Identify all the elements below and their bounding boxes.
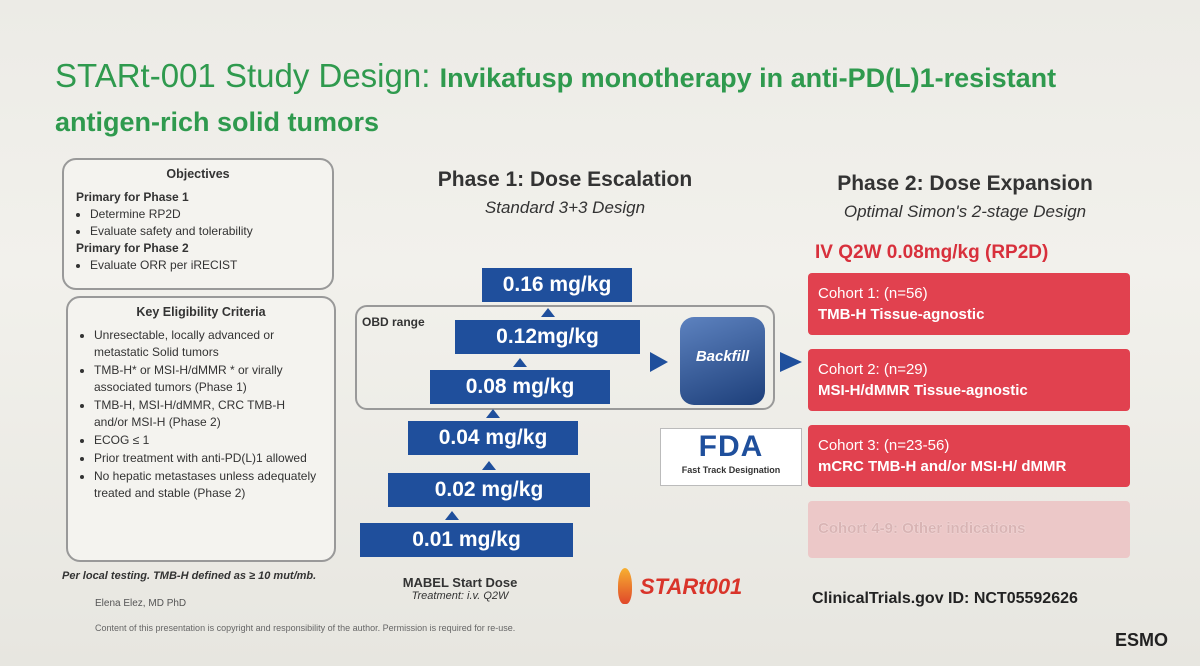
criterion: Prior treatment with anti-PD(L)1 allowed	[94, 450, 322, 467]
cohort-name: Cohort 4-9: Other indications	[818, 520, 1026, 537]
cohort-desc: TMB-H Tissue-agnostic	[818, 306, 985, 323]
obd-range-box	[355, 305, 775, 410]
cohort-desc: MSI-H/dMMR Tissue-agnostic	[818, 382, 1028, 399]
phase2-label: Primary for Phase 2	[76, 241, 189, 255]
phase1-label: Primary for Phase 1	[76, 190, 189, 204]
cohort-desc: mCRC TMB-H and/or MSI-H/ dMMR	[818, 458, 1067, 475]
up-arrow	[482, 461, 496, 470]
cohort-name: Cohort 3: (n=23-56)	[818, 437, 950, 454]
cohort-name: Cohort 2: (n=29)	[818, 361, 928, 378]
up-arrow	[486, 409, 500, 418]
eligibility-box: Key Eligibility Criteria Unresectable, l…	[66, 296, 336, 562]
cohort-name: Cohort 1: (n=56)	[818, 285, 928, 302]
trial-id: ClinicalTrials.gov ID: NCT05592626	[812, 590, 1078, 607]
cohort: Cohort 4-9: Other indications	[808, 501, 1130, 558]
phase1-title: Phase 1: Dose Escalation	[437, 168, 693, 191]
phase2-list: Evaluate ORR per iRECIST	[76, 257, 320, 274]
criterion: TMB-H, MSI-H/dMMR, CRC TMB-H and/or MSI-…	[94, 397, 322, 431]
obd-label: OBD range	[362, 315, 425, 329]
dose-step: 0.02 mg/kg	[388, 473, 590, 507]
arrow	[780, 352, 802, 372]
title: STARt-001 Study Design: Invikafusp monot…	[55, 55, 1155, 143]
eligibility-list: Unresectable, locally advanced or metast…	[80, 327, 322, 502]
objectives-heading: Objectives	[166, 167, 230, 181]
criterion: ECOG ≤ 1	[94, 432, 322, 449]
up-arrow	[540, 308, 555, 317]
start-dose-label: MABEL Start Dose	[402, 575, 518, 590]
eligibility-heading: Key Eligibility Criteria	[136, 305, 266, 319]
esmo-logo: ESMO	[1115, 630, 1169, 650]
start-logo: STARt001	[640, 574, 743, 599]
fda-badge: FDA Fast Track Designation	[660, 428, 802, 486]
dose-step: 0.01 mg/kg	[360, 523, 573, 557]
up-arrow	[513, 358, 527, 367]
cohort: Cohort 3: (n=23-56) mCRC TMB-H and/or MSI…	[808, 425, 1130, 487]
up-arrow	[444, 511, 459, 520]
author: Elena Elez, MD PhD	[95, 598, 187, 609]
arrow	[650, 352, 668, 372]
backfill: Backfill	[680, 317, 765, 405]
fda-logo: FDA	[698, 430, 764, 463]
objective: Determine RP2D	[90, 206, 320, 223]
fda-caption: Fast Track Designation	[681, 465, 781, 475]
dose-step: 0.12mg/kg	[455, 320, 640, 354]
dose-step: 0.08 mg/kg	[430, 370, 610, 404]
title-sub: Invikafusp monotherapy in anti-PD(L)1-re…	[55, 63, 1057, 137]
copyright: Content of this presentation is copyrigh…	[95, 623, 516, 633]
objective: Evaluate ORR per iRECIST	[90, 257, 320, 274]
cohort: Cohort 2: (n=29) MSI-H/dMMR Tissue-agnost…	[808, 349, 1130, 411]
phase1-subtitle: Standard 3+3 Design	[484, 198, 646, 217]
start-dose: MABEL Start Dose Treatment: i.v. Q2W	[380, 575, 540, 602]
phase2-subtitle: Optimal Simon's 2-stage Design	[843, 202, 1087, 221]
logo-flame	[618, 568, 632, 604]
phase1-header: Phase 1: Dose Escalation Standard 3+3 De…	[390, 168, 740, 218]
treatment: Treatment: i.v. Q2W	[411, 590, 509, 602]
phase2-title: Phase 2: Dose Expansion	[837, 172, 1093, 195]
criterion: Unresectable, locally advanced or metast…	[94, 327, 322, 361]
dose-step: 0.04 mg/kg	[408, 421, 578, 455]
criterion: No hepatic metastases unless adequately …	[94, 468, 322, 502]
cohort: Cohort 1: (n=56) TMB-H Tissue-agnostic	[808, 273, 1130, 335]
footnote: Per local testing. TMB-H defined as ≥ 10…	[62, 570, 317, 582]
objectives-box: Objectives Primary for Phase 1 Determine…	[62, 158, 334, 290]
regimen: IV Q2W 0.08mg/kg (RP2D)	[815, 242, 1049, 263]
title-main: STARt-001 Study Design:	[55, 57, 431, 94]
phase1-list: Determine RP2D Evaluate safety and toler…	[76, 206, 320, 240]
dose-step: 0.16 mg/kg	[482, 268, 632, 302]
objective: Evaluate safety and tolerability	[90, 223, 320, 240]
phase2-header: Phase 2: Dose Expansion Optimal Simon's …	[790, 172, 1140, 222]
criterion: TMB-H* or MSI-H/dMMR * or virally associ…	[94, 362, 322, 396]
